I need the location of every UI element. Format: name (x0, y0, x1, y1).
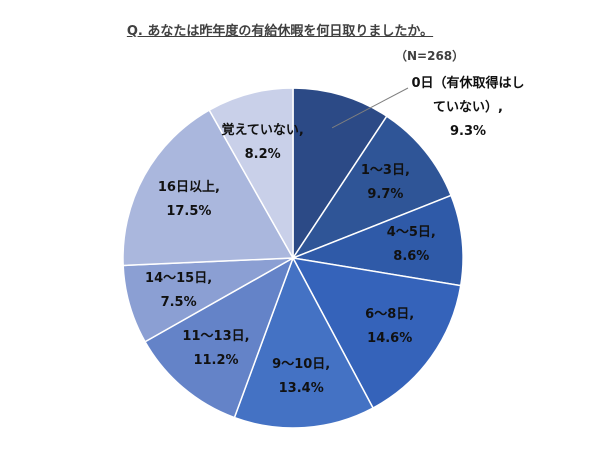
label-value: 8.6% (393, 249, 430, 265)
label-category: 9～10日 (272, 356, 326, 372)
label-category: 16日以上 (157, 180, 215, 196)
label-separator: , (298, 122, 304, 138)
label-value: 7.5% (160, 294, 197, 310)
label-category: 0日（有休取得はしていない） (411, 76, 525, 115)
label-separator: , (207, 270, 213, 286)
label-value: 9.3% (449, 124, 487, 139)
label-separator: , (404, 163, 410, 178)
label-value: 17.5% (166, 204, 212, 220)
pie-slice (292, 87, 388, 261)
data-label: 覚えていない, 8.2% (222, 119, 304, 167)
label-value: 13.4% (278, 380, 324, 396)
label-value: 14.6% (367, 331, 413, 347)
label-category: 14～15日 (145, 270, 208, 286)
data-label: 14～15日, 7.5% (145, 267, 212, 315)
data-label: 11～13日, 11.2% (182, 325, 249, 373)
data-label: 1～3日, 9.7% (361, 159, 410, 207)
pie-slice (291, 257, 462, 410)
pie-slice (233, 256, 375, 429)
label-category: 6～8日 (365, 307, 410, 323)
label-value: 11.2% (193, 352, 239, 368)
leader-line (331, 87, 409, 129)
label-category: 覚えていない (221, 122, 299, 138)
data-label: 4～5日, 8.6% (387, 221, 436, 269)
pie-slice (122, 109, 295, 267)
label-separator: , (325, 356, 331, 372)
pie-slice (144, 256, 295, 419)
pie-slice (290, 194, 464, 287)
pie-slice (291, 115, 453, 260)
label-separator: , (430, 225, 436, 241)
data-label: 0日（有休取得はしていない）, 9.3% (409, 72, 527, 144)
label-separator: , (244, 328, 250, 344)
data-label: 6～8日, 14.6% (365, 303, 414, 351)
chart-subtitle: （N=268） (395, 49, 465, 63)
label-separator: , (214, 180, 220, 196)
label-value: 8.2% (244, 146, 281, 162)
data-label: 9～10日, 13.4% (272, 353, 330, 401)
pie-slice (208, 87, 294, 261)
label-category: 1～3日 (360, 163, 405, 178)
data-label: 16日以上, 17.5% (158, 176, 220, 224)
label-separator: , (409, 307, 415, 323)
chart-title: Q. あなたは昨年度の有給休暇を何日取りましたか。 (126, 24, 434, 39)
label-value: 9.7% (367, 187, 404, 202)
label-category: 11～13日 (182, 328, 245, 344)
label-category: 4～5日 (386, 225, 431, 241)
label-separator: , (498, 100, 503, 115)
